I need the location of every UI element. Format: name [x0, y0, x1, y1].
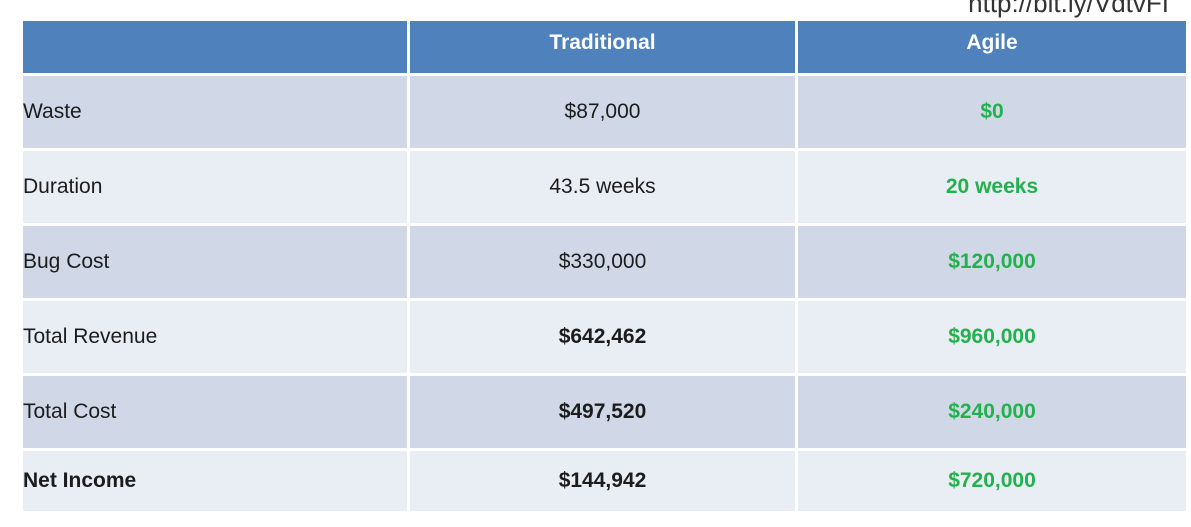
agile-value: $240,000: [795, 373, 1189, 451]
traditional-value: $642,462: [407, 298, 798, 376]
agile-value: $960,000: [795, 298, 1189, 376]
table-header-row: Traditional Agile: [20, 18, 1189, 76]
traditional-value: $497,520: [407, 373, 798, 451]
row-label: Total Revenue: [20, 298, 410, 376]
table-row-total-cost: Total Cost $497,520 $240,000: [20, 373, 1189, 451]
row-label: Waste: [20, 73, 410, 151]
column-header-traditional: Traditional: [407, 18, 798, 76]
comparison-table: Traditional Agile Waste $87,000 $0 Durat…: [20, 18, 1189, 514]
traditional-value: $87,000: [407, 73, 798, 151]
source-url: http://bit.ly/VdtvFI: [968, 0, 1169, 18]
traditional-value: $144,942: [407, 448, 798, 514]
row-label: Duration: [20, 148, 410, 226]
traditional-value: $330,000: [407, 223, 798, 301]
column-header-blank: [20, 18, 410, 76]
table-row-total-revenue: Total Revenue $642,462 $960,000: [20, 298, 1189, 376]
traditional-value: 43.5 weeks: [407, 148, 798, 226]
agile-value: $120,000: [795, 223, 1189, 301]
table-row-bug-cost: Bug Cost $330,000 $120,000: [20, 223, 1189, 301]
row-label: Bug Cost: [20, 223, 410, 301]
row-label: Net Income: [20, 448, 410, 514]
agile-value: 20 weeks: [795, 148, 1189, 226]
table-row-duration: Duration 43.5 weeks 20 weeks: [20, 148, 1189, 226]
row-label: Total Cost: [20, 373, 410, 451]
table-row-net-income: Net Income $144,942 $720,000: [20, 448, 1189, 514]
column-header-agile: Agile: [795, 18, 1189, 76]
agile-value: $0: [795, 73, 1189, 151]
agile-value: $720,000: [795, 448, 1189, 514]
table-row-waste: Waste $87,000 $0: [20, 73, 1189, 151]
